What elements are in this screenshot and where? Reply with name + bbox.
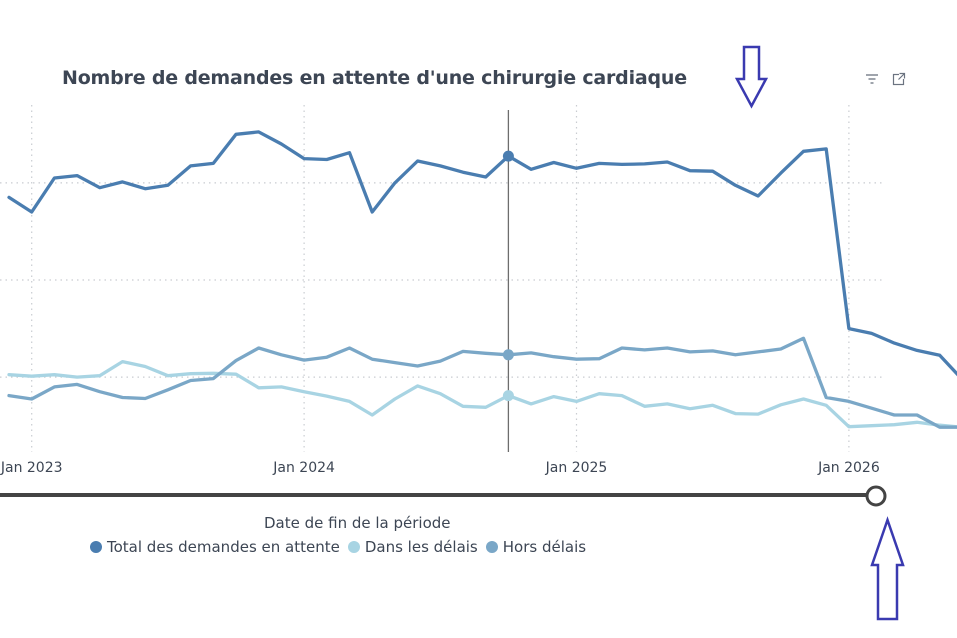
series-line-dans-les-d-lais — [7, 359, 957, 429]
series-lines — [7, 130, 957, 429]
annotations — [734, 45, 905, 621]
legend: Total des demandes en attente Dans les d… — [90, 538, 586, 556]
date-range-slider[interactable] — [0, 485, 887, 507]
legend-marker-total — [90, 541, 102, 553]
x-axis-ticks: Jan 2023 Jan 2024 Jan 2025 Jan 2026 — [0, 460, 880, 476]
focus-mode-icon[interactable] — [892, 72, 906, 86]
legend-item-dans-les-delais[interactable]: Dans les délais — [347, 538, 478, 556]
legend-label-hors-delais: Hors délais — [502, 538, 587, 556]
x-tick-label: Jan 2025 — [545, 460, 608, 476]
x-tick-label: Jan 2026 — [817, 460, 880, 476]
legend-item-hors-delais[interactable]: Hors délais — [485, 538, 587, 556]
series-line-total-des-demandes-en-attente — [7, 130, 957, 377]
annotation-arrow-down — [734, 45, 769, 109]
chart-title: Nombre de demandes en attente d'une chir… — [62, 67, 687, 89]
x-axis-title: Date de fin de la période — [264, 514, 451, 532]
gridlines — [0, 105, 885, 452]
filter-icon[interactable] — [865, 72, 879, 86]
x-tick-label: Jan 2023 — [0, 460, 63, 476]
series-line-hors-d-lais — [7, 336, 957, 429]
legend-marker-hors-delais — [485, 541, 498, 553]
legend-item-total[interactable]: Total des demandes en attente — [90, 538, 340, 556]
hover-point-total-des-demandes-en-attente — [502, 150, 514, 162]
legend-label-dans-les-delais: Dans les délais — [364, 538, 478, 556]
legend-label-total: Total des demandes en attente — [107, 538, 340, 556]
hover-point-dans-les-d-lais — [502, 390, 514, 402]
annotation-arrow-up — [870, 516, 905, 621]
legend-marker-dans-les-delais — [347, 541, 360, 553]
x-tick-label: Jan 2024 — [272, 460, 335, 476]
hover-point-hors-d-lais — [502, 349, 514, 361]
slider-end-handle[interactable] — [865, 485, 887, 507]
